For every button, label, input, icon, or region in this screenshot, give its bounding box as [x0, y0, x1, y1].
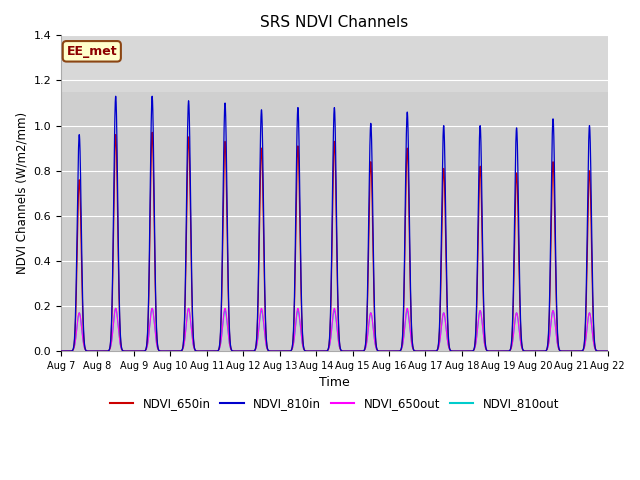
- NDVI_810out: [262, 340, 269, 346]
- Line: NDVI_810out: NDVI_810out: [61, 308, 608, 351]
- NDVI_650in: [410, 348, 418, 353]
- NDVI_810out: [174, 348, 182, 354]
- NDVI_650out: [488, 348, 495, 354]
- NDVI_650out: [262, 340, 269, 346]
- NDVI_810out: [488, 348, 495, 354]
- X-axis label: Time: Time: [319, 376, 349, 389]
- Line: NDVI_650in: NDVI_650in: [61, 132, 608, 351]
- NDVI_650out: [112, 305, 120, 311]
- NDVI_650out: [602, 348, 610, 354]
- Title: SRS NDVI Channels: SRS NDVI Channels: [260, 15, 408, 30]
- NDVI_650out: [604, 348, 612, 354]
- NDVI_810in: [174, 348, 182, 354]
- NDVI_650in: [174, 348, 182, 354]
- NDVI_650in: [602, 348, 610, 354]
- NDVI_650out: [57, 348, 65, 354]
- NDVI_650in: [57, 348, 65, 354]
- NDVI_810in: [602, 348, 610, 354]
- NDVI_810out: [168, 348, 176, 354]
- NDVI_650out: [168, 348, 176, 354]
- NDVI_650in: [148, 130, 156, 135]
- NDVI_810in: [488, 348, 495, 354]
- NDVI_810out: [112, 305, 120, 311]
- NDVI_810in: [262, 323, 269, 329]
- Text: EE_met: EE_met: [67, 45, 117, 58]
- NDVI_810in: [57, 348, 65, 354]
- NDVI_650in: [262, 327, 269, 333]
- NDVI_810in: [410, 347, 418, 353]
- NDVI_650in: [604, 348, 612, 354]
- NDVI_810out: [602, 348, 610, 354]
- Legend: NDVI_650in, NDVI_810in, NDVI_650out, NDVI_810out: NDVI_650in, NDVI_810in, NDVI_650out, NDV…: [105, 392, 564, 415]
- NDVI_650in: [168, 348, 176, 354]
- NDVI_650in: [488, 348, 495, 354]
- Line: NDVI_810in: NDVI_810in: [61, 96, 608, 351]
- NDVI_810in: [168, 348, 176, 354]
- NDVI_810in: [112, 94, 120, 99]
- Line: NDVI_650out: NDVI_650out: [61, 308, 608, 351]
- NDVI_810out: [57, 348, 65, 354]
- Y-axis label: NDVI Channels (W/m2/mm): NDVI Channels (W/m2/mm): [15, 112, 28, 275]
- NDVI_810out: [410, 348, 418, 353]
- NDVI_810out: [604, 348, 612, 354]
- NDVI_810in: [604, 348, 612, 354]
- NDVI_650out: [410, 348, 418, 353]
- NDVI_650out: [174, 348, 182, 354]
- Bar: [61, 92, 608, 351]
